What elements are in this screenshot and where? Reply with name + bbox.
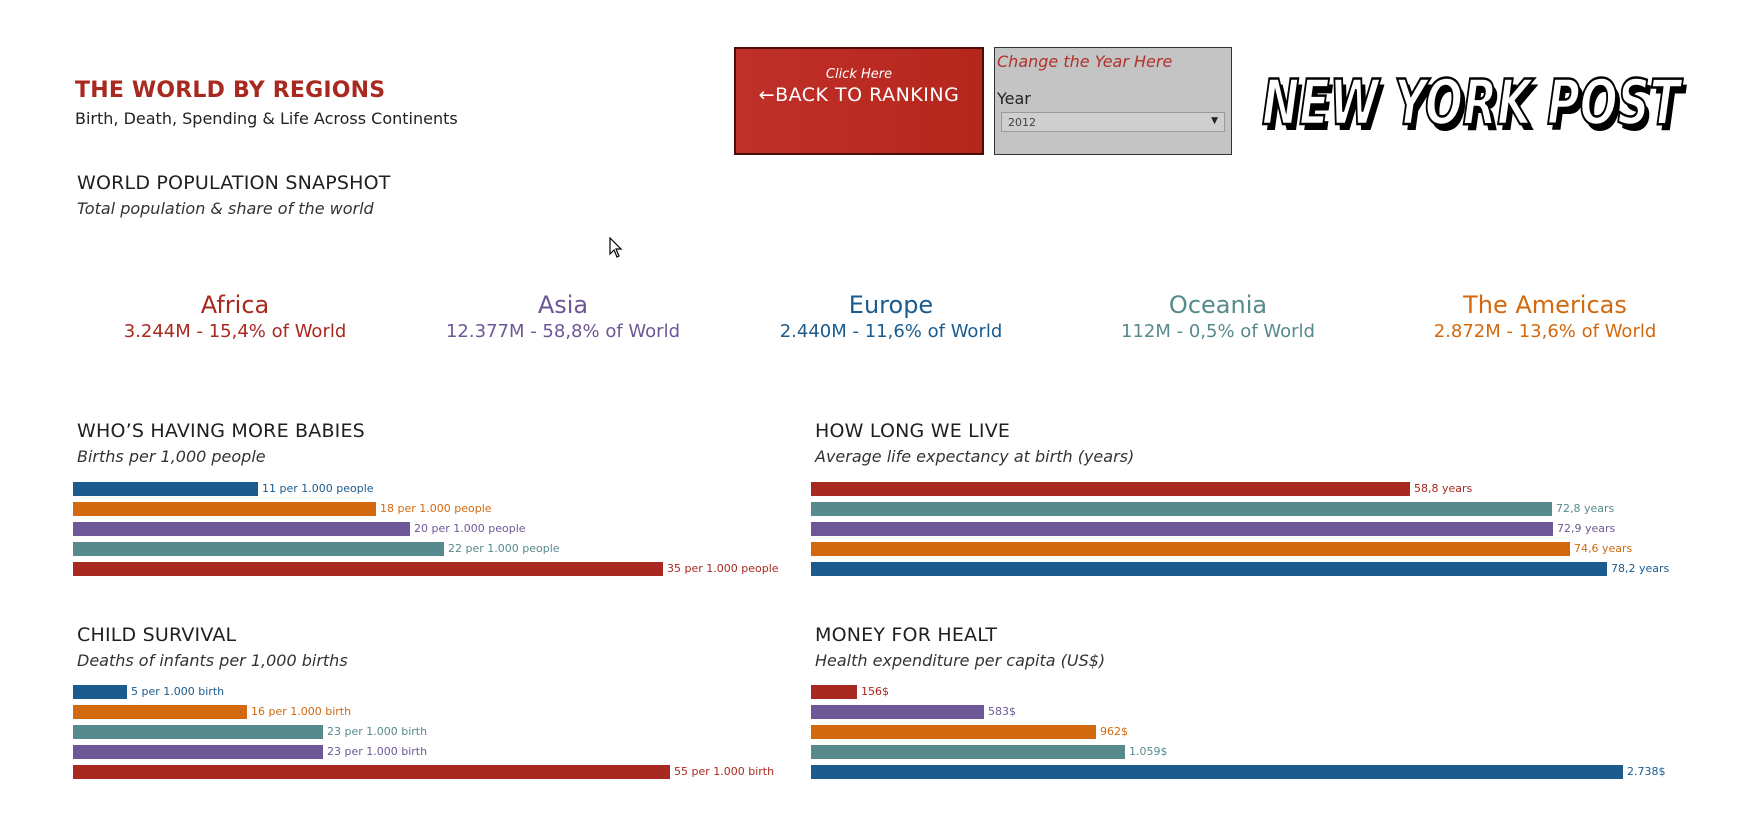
bar-africa[interactable] bbox=[811, 482, 1410, 496]
bar-europe[interactable] bbox=[73, 482, 258, 496]
kpi-the-americas: The Americas 2.872M - 13,6% of World bbox=[1385, 291, 1705, 342]
kpi-region-name: Africa bbox=[200, 291, 270, 319]
kpi-europe: Europe 2.440M - 11,6% of World bbox=[731, 291, 1051, 342]
bar-oceania[interactable] bbox=[811, 745, 1125, 759]
kpi-region-name: Oceania bbox=[1168, 291, 1268, 319]
bar-the-americas[interactable] bbox=[811, 542, 1570, 556]
mouse-cursor-icon bbox=[609, 237, 623, 258]
bar-data-label: 1.059$ bbox=[1129, 745, 1168, 758]
bar-the-americas[interactable] bbox=[73, 502, 376, 516]
kpi-region-name: Europe bbox=[848, 291, 934, 319]
bar-africa[interactable] bbox=[73, 765, 670, 779]
back-button-label: ←BACK TO RANKING bbox=[758, 84, 960, 106]
year-dropdown-value: 2012 bbox=[1008, 116, 1036, 129]
bar-europe[interactable] bbox=[73, 685, 127, 699]
health-chart-title: MONEY FOR HEALT bbox=[815, 624, 998, 646]
back-button-hint: Click Here bbox=[825, 67, 893, 82]
kpi-oceania: Oceania 112M - 0,5% of World bbox=[1058, 291, 1378, 342]
bar-data-label: 55 per 1.000 birth bbox=[674, 765, 775, 778]
bar-data-label: 156$ bbox=[861, 685, 889, 698]
bar-the-americas[interactable] bbox=[73, 705, 247, 719]
page-subtitle: Birth, Death, Spending & Life Across Con… bbox=[75, 109, 458, 128]
year-dropdown[interactable]: 2012 ▼ bbox=[1001, 112, 1225, 132]
bar-oceania[interactable] bbox=[811, 502, 1552, 516]
chevron-down-icon: ▼ bbox=[1211, 116, 1218, 126]
bar-data-label: 20 per 1.000 people bbox=[414, 522, 526, 535]
bar-data-label: 18 per 1.000 people bbox=[380, 502, 492, 515]
bar-oceania[interactable] bbox=[73, 542, 444, 556]
snapshot-title: WORLD POPULATION SNAPSHOT bbox=[77, 172, 391, 194]
bar-the-americas[interactable] bbox=[811, 725, 1096, 739]
bar-data-label: 962$ bbox=[1100, 725, 1128, 738]
bar-oceania[interactable] bbox=[73, 725, 323, 739]
bar-asia[interactable] bbox=[811, 522, 1553, 536]
kpi-asia: Asia 12.377M - 58,8% of World bbox=[403, 291, 723, 342]
bar-europe[interactable] bbox=[811, 765, 1623, 779]
year-filter-label: Year bbox=[997, 89, 1031, 108]
life-chart-subtitle: Average life expectancy at birth (years) bbox=[815, 447, 1135, 466]
bar-africa[interactable] bbox=[811, 685, 857, 699]
kpi-region-value: 3.244M - 15,4% of World bbox=[123, 321, 347, 342]
bar-asia[interactable] bbox=[811, 705, 984, 719]
bar-data-label: 5 per 1.000 birth bbox=[131, 685, 225, 698]
bar-europe[interactable] bbox=[811, 562, 1607, 576]
health-chart-subtitle: Health expenditure per capita (US$) bbox=[815, 651, 1106, 670]
births-chart-subtitle: Births per 1,000 people bbox=[77, 447, 266, 466]
kpi-region-value: 2.440M - 11,6% of World bbox=[779, 321, 1003, 342]
snapshot-subtitle: Total population & share of the world bbox=[77, 199, 374, 218]
bar-data-label: 23 per 1.000 birth bbox=[327, 745, 428, 758]
bar-data-label: 72,9 years bbox=[1557, 522, 1616, 535]
bar-africa[interactable] bbox=[73, 562, 663, 576]
kpi-region-value: 112M - 0,5% of World bbox=[1121, 321, 1315, 342]
bar-asia[interactable] bbox=[73, 745, 323, 759]
logo-text: NEW YORK POST bbox=[1262, 66, 1683, 136]
infant-chart-title: CHILD SURVIVAL bbox=[77, 624, 237, 646]
bar-data-label: 16 per 1.000 birth bbox=[251, 705, 352, 718]
kpi-region-value: 2.872M - 13,6% of World bbox=[1433, 321, 1657, 342]
new-york-post-logo: NEW YORK POST NEW YORK POST bbox=[1261, 66, 1688, 136]
kpi-region-value: 12.377M - 58,8% of World bbox=[445, 321, 680, 342]
bar-data-label: 2.738$ bbox=[1627, 765, 1666, 778]
kpi-region-name: Asia bbox=[537, 291, 589, 319]
infant-chart-subtitle: Deaths of infants per 1,000 births bbox=[77, 651, 348, 670]
logo-shadow: NEW YORK POST bbox=[1266, 72, 1687, 136]
life-chart-title: HOW LONG WE LIVE bbox=[815, 420, 1011, 442]
bar-asia[interactable] bbox=[73, 522, 410, 536]
bar-data-label: 72,8 years bbox=[1556, 502, 1615, 515]
year-filter-panel: Change the Year Here Year 2012 ▼ bbox=[994, 47, 1232, 155]
bar-data-label: 11 per 1.000 people bbox=[262, 482, 374, 495]
births-chart-title: WHO’S HAVING MORE BABIES bbox=[77, 420, 365, 442]
bar-data-label: 78,2 years bbox=[1611, 562, 1670, 575]
kpi-africa: Africa 3.244M - 15,4% of World bbox=[75, 291, 395, 342]
bar-data-label: 35 per 1.000 people bbox=[667, 562, 779, 575]
year-filter-prompt: Change the Year Here bbox=[997, 52, 1173, 71]
bar-data-label: 22 per 1.000 people bbox=[448, 542, 560, 555]
page-title: THE WORLD BY REGIONS bbox=[75, 78, 386, 103]
bar-data-label: 58,8 years bbox=[1414, 482, 1473, 495]
back-to-ranking-button[interactable]: Click Here ←BACK TO RANKING bbox=[734, 47, 984, 155]
kpi-region-name: The Americas bbox=[1463, 291, 1627, 319]
bar-data-label: 74,6 years bbox=[1574, 542, 1633, 555]
bar-data-label: 583$ bbox=[988, 705, 1016, 718]
bar-data-label: 23 per 1.000 birth bbox=[327, 725, 428, 738]
